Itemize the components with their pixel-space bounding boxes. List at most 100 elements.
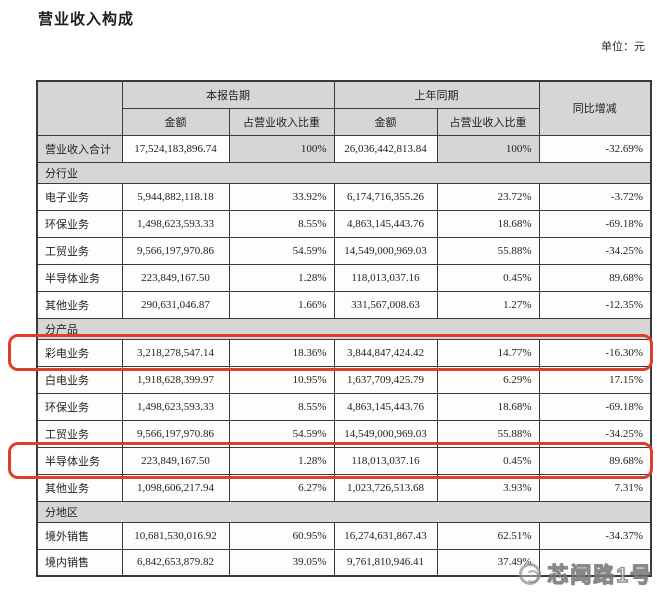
amount-header-prior: 金额 [333,107,438,136]
prior-pct-cell: 0.45% [436,263,540,292]
current-amount-cell: 3,218,278,547.14 [121,338,230,367]
prior-pct-cell: 18.68% [436,392,540,421]
row-label-cell: 境内销售 [36,548,123,577]
yoy-change-cell: -34.25% [538,419,652,448]
header-row-periods: 本报告期 上年同期 同比增减 [36,80,652,136]
current-pct-cell: 54.59% [228,236,335,265]
current-pct-cell: 1.28% [228,263,335,292]
yoy-change-cell: -32.69% [538,134,652,163]
yoy-change-cell: -34.25% [538,236,652,265]
prior-amount-cell: 331,567,008.63 [333,290,438,319]
prior-pct-cell: 62.51% [436,521,540,550]
row-label-cell: 工贸业务 [36,419,123,448]
yoy-change-cell: 7.31% [538,473,652,502]
page-title: 营业收入构成 [38,12,135,28]
yoy-change-cell: -16.30% [538,338,652,367]
current-amount-cell: 9,566,197,970.86 [121,236,230,265]
prior-amount-cell: 6,174,716,355.26 [333,182,438,211]
current-pct-cell: 6.27% [228,473,335,502]
table-row: 白电业务 1,918,628,399.97 10.95% 1,637,709,425.… [36,365,652,394]
prior-amount-cell: 9,761,810,946.41 [333,548,438,577]
section-label: 分行业 [36,161,652,184]
row-label-cell: 彩电业务 [36,338,123,367]
section-row: 分产品 [36,317,652,340]
current-pct-cell: 1.66% [228,290,335,319]
row-label-cell: 半导体业务 [36,263,123,292]
table-row: 营业收入合计 17,524,183,896.74 100% 26,036,442,81… [36,134,652,163]
prior-amount-cell: 14,549,000,969.03 [333,236,438,265]
prior-amount-cell: 16,274,631,867.43 [333,521,438,550]
table-row: 境内销售 6,842,653,879.82 39.05% 9,761,810,946.… [36,548,652,577]
prior-amount-cell: 14,549,000,969.03 [333,419,438,448]
prior-pct-cell: 23.72% [436,182,540,211]
row-label-cell: 营业收入合计 [36,134,123,163]
prior-amount-cell: 1,023,726,513.68 [333,473,438,502]
table-row: 工贸业务 9,566,197,970.86 54.59% 14,549,000,969… [36,419,652,448]
pct-header-current: 占营业收入比重 [228,107,335,136]
current-pct-cell: 8.55% [228,209,335,238]
prior-pct-cell: 6.29% [436,365,540,394]
prior-amount-cell: 3,844,847,424.42 [333,338,438,367]
yoy-change-cell: -12.35% [538,290,652,319]
current-period-header: 本报告期 [121,80,335,109]
row-label-cell: 其他业务 [36,290,123,319]
yoy-change-header: 同比增减 [538,80,652,136]
current-amount-cell: 290,631,046.87 [121,290,230,319]
row-label-cell: 环保业务 [36,209,123,238]
table-row: 其他业务 290,631,046.87 1.66% 331,567,008.63 1.2… [36,290,652,319]
table-body: 营业收入合计 17,524,183,896.74 100% 26,036,442,81… [36,134,652,577]
table-row: 半导体业务 223,849,167.50 1.28% 118,013,037.16 0.… [36,263,652,292]
row-label-cell: 白电业务 [36,365,123,394]
current-amount-cell: 6,842,653,879.82 [121,548,230,577]
pct-header-prior: 占营业收入比重 [436,107,540,136]
yoy-change-cell: 89.68% [538,263,652,292]
current-amount-cell: 10,681,530,016.92 [121,521,230,550]
row-label-cell: 环保业务 [36,392,123,421]
prior-amount-cell: 4,863,145,443.76 [333,209,438,238]
prior-amount-cell: 26,036,442,813.84 [333,134,438,163]
prior-amount-cell: 118,013,037.16 [333,263,438,292]
current-amount-cell: 17,524,183,896.74 [121,134,230,163]
yoy-change-cell: -3.72% [538,182,652,211]
header-row-measures: 金额 占营业收入比重 金额 占营业收入比重 [37,107,651,136]
row-label-cell: 电子业务 [36,182,123,211]
table-row: 其他业务 1,098,606,217.94 6.27% 1,023,726,513.6… [36,473,652,502]
prior-pct-cell: 37.49% [436,548,540,577]
prior-pct-cell: 3.93% [436,473,540,502]
table-row: 环保业务 1,498,623,593.33 8.55% 4,863,145,443.7… [36,209,652,238]
current-amount-cell: 9,566,197,970.86 [121,419,230,448]
current-amount-cell: 223,849,167.50 [121,446,230,475]
current-amount-cell: 1,098,606,217.94 [121,473,230,502]
current-pct-cell: 33.92% [228,182,335,211]
current-pct-cell: 60.95% [228,521,335,550]
section-label: 分产品 [36,317,652,340]
unit-label: 单位：元 [601,41,645,53]
prior-pct-cell: 0.45% [436,446,540,475]
prior-pct-cell: 100% [436,134,540,163]
current-pct-cell: 39.05% [228,548,335,577]
prior-pct-cell: 55.88% [436,236,540,265]
current-amount-cell: 223,849,167.50 [121,263,230,292]
corner-cell [36,80,123,136]
prior-amount-cell: 118,013,037.16 [333,446,438,475]
section-label: 分地区 [36,500,652,523]
current-pct-cell: 54.59% [228,419,335,448]
yoy-change-cell: -69.18% [538,209,652,238]
amount-header-current: 金额 [121,107,230,136]
row-label-cell: 其他业务 [36,473,123,502]
current-pct-cell: 8.55% [228,392,335,421]
prior-amount-cell: 1,637,709,425.79 [333,365,438,394]
current-amount-cell: 1,498,623,593.33 [121,392,230,421]
yoy-change-cell: 17.15% [538,365,652,394]
table-row: 环保业务 1,498,623,593.33 8.55% 4,863,145,443.7… [36,392,652,421]
current-amount-cell: 5,944,882,118.18 [121,182,230,211]
table-row: 电子业务 5,944,882,118.18 33.92% 6,174,716,355.… [36,182,652,211]
section-row: 分地区 [36,500,652,523]
table-row: 彩电业务 3,218,278,547.14 18.36% 3,844,847,424.… [36,338,652,367]
table-row: 境外销售 10,681,530,016.92 60.95% 16,274,631,86… [36,521,652,550]
prior-pct-cell: 55.88% [436,419,540,448]
prior-pct-cell: 1.27% [436,290,540,319]
current-pct-cell: 18.36% [228,338,335,367]
yoy-change-cell [538,548,652,577]
